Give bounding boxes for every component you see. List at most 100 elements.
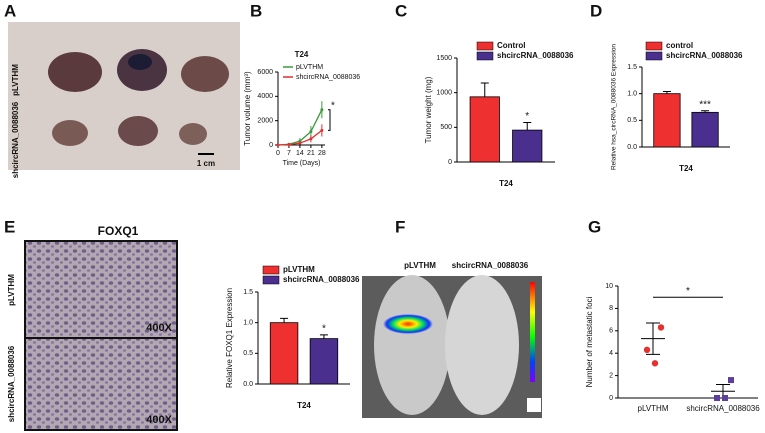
y-axis-label: Number of metastatic foci <box>585 296 594 387</box>
x-tick-label: pLVTHM <box>638 404 669 413</box>
y-tick-label: 10 <box>605 283 613 290</box>
panel-letter: E <box>4 217 15 236</box>
row-label: pLVTHM <box>11 64 20 96</box>
y-tick-label: 1.5 <box>243 289 253 296</box>
row-label: shcircRNA_0088036 <box>11 101 20 178</box>
y-tick-label: 1000 <box>436 90 452 97</box>
legend-label: shcircRNA_0088036 <box>296 74 360 81</box>
legend-swatch <box>262 275 280 285</box>
x-tick-label: T24 <box>297 401 311 410</box>
x-tick-label: shcircRNA_0088036 <box>686 404 760 413</box>
x-tick-label: 21 <box>307 150 315 157</box>
y-tick-label: 1.5 <box>627 64 637 71</box>
tumor-photo <box>8 22 240 170</box>
bar <box>269 322 299 385</box>
x-tick-label: T24 <box>499 179 513 188</box>
bar <box>512 129 543 163</box>
point <box>320 128 324 132</box>
column-label: pLVTHM <box>404 261 436 270</box>
y-tick-label: 0.5 <box>627 117 637 124</box>
point <box>651 360 659 367</box>
y-tick-label: 1.0 <box>243 320 253 327</box>
point <box>287 143 291 147</box>
point <box>298 141 302 145</box>
y-tick-label: 0.0 <box>243 381 253 388</box>
y-tick-label: 6000 <box>257 69 273 76</box>
point <box>657 324 665 331</box>
ihc-images <box>24 240 178 431</box>
bar <box>309 338 339 385</box>
annotation: * <box>331 100 335 111</box>
annotation: * <box>525 111 529 122</box>
error-bar <box>319 334 328 339</box>
row-label: pLVTHM <box>7 274 16 306</box>
y-tick-label: 4000 <box>257 93 273 100</box>
error-bar <box>701 110 710 113</box>
panel-letter: G <box>588 217 601 236</box>
legend-label: pLVTHM <box>296 64 323 71</box>
y-tick-label: 6 <box>609 328 613 335</box>
legend-swatch <box>476 41 494 51</box>
bar <box>469 96 500 163</box>
x-tick-label: 7 <box>287 150 291 157</box>
y-tick-label: 0 <box>609 395 613 402</box>
legend-label: Control <box>497 41 525 50</box>
point <box>298 139 302 143</box>
bar <box>691 111 719 148</box>
legend-label: shcircRNA_0088036 <box>497 51 574 60</box>
point <box>643 346 651 354</box>
error-bar <box>280 317 289 323</box>
x-axis-label: Time (Days) <box>283 160 321 167</box>
imaging-photo <box>362 275 542 418</box>
magnification: 400X <box>146 322 172 334</box>
y-axis-label: Relative hsa_circRNA_0088036 Expression <box>611 44 618 170</box>
x-tick-label: 14 <box>296 150 304 157</box>
magnification: 400X <box>146 414 172 426</box>
legend-label: shcircRNA_0088036 <box>666 51 743 60</box>
y-tick-label: 0.0 <box>627 144 637 151</box>
error-bar <box>662 91 671 94</box>
legend-swatch <box>262 265 280 275</box>
panel-letter: C <box>395 1 407 20</box>
ihc-title: FOXQ1 <box>98 224 139 238</box>
bar <box>653 93 681 148</box>
point <box>276 143 280 147</box>
y-axis-label: Tumor weight (mg) <box>424 76 433 143</box>
column-label: shcircRNA_0088036 <box>452 261 529 270</box>
row-label: shcircRNA_0088036 <box>7 345 16 422</box>
x-tick-label: T24 <box>679 164 693 173</box>
y-tick-label: 0.5 <box>243 350 253 357</box>
y-tick-label: 2 <box>609 372 613 379</box>
point <box>728 377 734 384</box>
y-tick-label: 1500 <box>436 55 452 62</box>
panel-letter: B <box>250 1 262 20</box>
y-axis-label: Relative FOXQ1 Expression <box>225 288 234 388</box>
y-tick-label: 4 <box>609 350 613 357</box>
legend-label: pLVTHM <box>283 265 315 274</box>
y-tick-label: 8 <box>609 305 613 312</box>
annotation: *** <box>699 99 711 110</box>
point <box>722 395 728 401</box>
annotation: * <box>322 324 326 335</box>
x-tick-label: 0 <box>276 150 280 157</box>
panel-letter: D <box>590 1 602 20</box>
y-tick-label: 2000 <box>257 118 273 125</box>
error-bar <box>646 322 660 355</box>
x-tick-label: 28 <box>318 150 326 157</box>
legend-label: control <box>666 41 693 50</box>
chart-title: T24 <box>295 50 309 59</box>
legend-swatch <box>645 41 663 51</box>
panel-letter: A <box>4 1 16 20</box>
point <box>309 137 313 141</box>
y-tick-label: 1.0 <box>627 91 637 98</box>
legend-label: shcircRNA_0088036 <box>283 275 360 284</box>
scale-bar-label: 1 cm <box>197 159 215 168</box>
y-axis-label: Tumor volume (mm³) <box>243 71 252 146</box>
legend-swatch <box>645 51 663 61</box>
annotation: * <box>686 286 690 297</box>
significance-bracket <box>328 109 331 131</box>
y-tick-label: 500 <box>440 124 452 131</box>
panel-letter: F <box>395 217 405 236</box>
point <box>309 130 313 134</box>
